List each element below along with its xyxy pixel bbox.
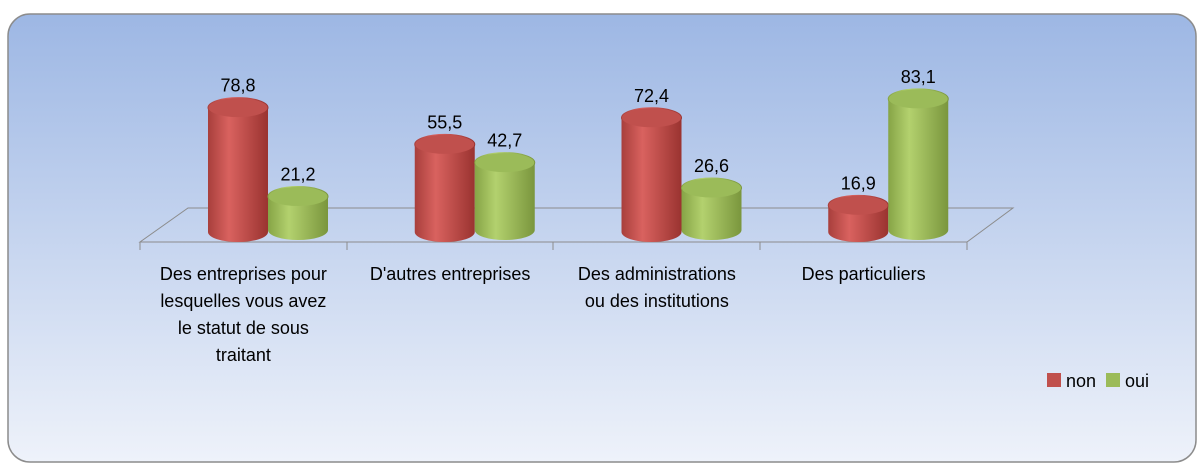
data-label: 83,1 [901, 67, 936, 87]
legend-swatch [1106, 373, 1120, 387]
data-label: 16,9 [841, 173, 876, 193]
bar-body [888, 98, 949, 241]
x-tick-label: Des particuliers [801, 264, 926, 284]
x-tick-label: D'autres entreprises [369, 264, 531, 284]
bar-top [827, 194, 889, 216]
x-tick-label: Des entreprises pour lesquelles vous ave… [159, 264, 327, 365]
bar-body [474, 162, 535, 240]
bar [474, 152, 536, 240]
bar-top [207, 97, 269, 119]
bar-body [208, 107, 268, 242]
data-label: 72,4 [634, 86, 669, 106]
bar [621, 107, 682, 242]
floor-ticks [139, 242, 968, 250]
bar [207, 97, 269, 242]
bar [887, 88, 949, 241]
bar-top [887, 88, 949, 110]
bar-top [681, 177, 742, 199]
bar-body [621, 117, 682, 242]
bar [414, 133, 476, 242]
data-label: 42,7 [487, 131, 522, 151]
bar-top [621, 107, 682, 129]
x-tick-label: Des administrations ou des institutions [577, 264, 736, 311]
bar-top [267, 186, 329, 208]
bar-top [474, 152, 536, 174]
legend-label: oui [1125, 371, 1149, 391]
bar-top [414, 133, 476, 155]
legend-swatch [1047, 373, 1061, 387]
bar-body [268, 196, 328, 240]
bar-body [681, 188, 742, 240]
bar [827, 194, 889, 242]
chart-background [7, 13, 1197, 463]
data-label: 21,2 [280, 165, 315, 185]
bar [681, 177, 742, 240]
bar [267, 186, 329, 240]
bar-body [414, 144, 475, 242]
data-label: 26,6 [694, 156, 729, 176]
legend-label: non [1066, 371, 1096, 391]
data-label: 55,5 [427, 112, 462, 132]
data-label: 78,8 [220, 76, 255, 96]
